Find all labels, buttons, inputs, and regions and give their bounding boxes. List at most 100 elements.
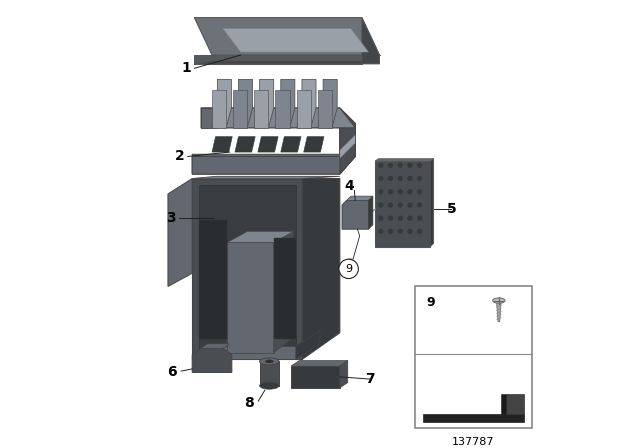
Polygon shape [192, 178, 302, 359]
Polygon shape [233, 79, 253, 128]
Polygon shape [340, 108, 355, 174]
Polygon shape [212, 90, 226, 128]
Polygon shape [201, 108, 355, 128]
Polygon shape [192, 108, 355, 174]
Circle shape [378, 202, 383, 207]
Circle shape [407, 202, 413, 207]
Text: 8: 8 [244, 396, 254, 410]
Polygon shape [281, 137, 301, 152]
Circle shape [388, 163, 393, 168]
Circle shape [417, 176, 422, 181]
Polygon shape [201, 344, 230, 348]
Polygon shape [296, 90, 311, 128]
Circle shape [397, 163, 403, 168]
Ellipse shape [493, 298, 505, 303]
Ellipse shape [260, 358, 279, 365]
Bar [415, 286, 532, 427]
Circle shape [407, 229, 413, 234]
Text: 2: 2 [175, 150, 184, 164]
Circle shape [397, 202, 403, 207]
Circle shape [388, 202, 393, 207]
Polygon shape [291, 361, 348, 366]
Text: 4: 4 [344, 179, 355, 193]
Polygon shape [235, 137, 255, 152]
Polygon shape [192, 177, 340, 178]
Polygon shape [227, 232, 294, 242]
Polygon shape [207, 346, 296, 359]
Polygon shape [500, 394, 506, 414]
Polygon shape [342, 201, 369, 229]
Ellipse shape [260, 382, 279, 389]
Polygon shape [199, 220, 227, 340]
Polygon shape [375, 161, 430, 247]
Polygon shape [192, 108, 355, 174]
Circle shape [417, 202, 422, 207]
Circle shape [378, 215, 383, 221]
Polygon shape [254, 90, 268, 128]
Polygon shape [340, 134, 355, 159]
Polygon shape [254, 79, 274, 128]
Circle shape [397, 189, 403, 194]
Circle shape [388, 176, 393, 181]
Circle shape [378, 189, 383, 194]
Circle shape [397, 229, 403, 234]
Polygon shape [195, 17, 380, 55]
Polygon shape [375, 159, 434, 161]
Polygon shape [506, 394, 524, 414]
Polygon shape [201, 108, 216, 128]
Circle shape [378, 163, 383, 168]
Text: 7: 7 [365, 372, 375, 386]
Polygon shape [340, 361, 348, 388]
Text: 1: 1 [182, 61, 191, 75]
Polygon shape [362, 17, 380, 64]
Circle shape [407, 189, 413, 194]
Circle shape [407, 163, 413, 168]
Circle shape [388, 229, 393, 234]
Polygon shape [212, 79, 232, 128]
Polygon shape [199, 185, 296, 353]
Circle shape [388, 215, 393, 221]
Circle shape [397, 215, 403, 221]
Polygon shape [195, 61, 380, 64]
Text: 9: 9 [345, 264, 352, 274]
Polygon shape [233, 90, 247, 128]
Polygon shape [291, 366, 340, 388]
Circle shape [417, 163, 422, 168]
Text: 3: 3 [166, 211, 175, 225]
Circle shape [417, 189, 422, 194]
Polygon shape [192, 348, 232, 372]
Polygon shape [296, 331, 320, 359]
Polygon shape [212, 137, 232, 152]
Text: 9: 9 [426, 296, 435, 309]
Polygon shape [274, 232, 294, 353]
Circle shape [378, 176, 383, 181]
Circle shape [417, 229, 422, 234]
Polygon shape [275, 79, 295, 128]
Polygon shape [346, 196, 373, 201]
Polygon shape [275, 90, 289, 128]
Polygon shape [223, 29, 369, 52]
Polygon shape [195, 55, 380, 64]
Text: 5: 5 [447, 202, 456, 216]
Circle shape [378, 229, 383, 234]
Ellipse shape [266, 360, 273, 363]
Polygon shape [422, 414, 524, 422]
Polygon shape [430, 159, 434, 247]
Polygon shape [304, 137, 324, 152]
Circle shape [407, 176, 413, 181]
Polygon shape [318, 90, 332, 128]
Polygon shape [296, 79, 316, 128]
Polygon shape [227, 242, 274, 353]
Circle shape [407, 215, 413, 221]
Polygon shape [302, 178, 340, 359]
Circle shape [388, 189, 393, 194]
Text: 137787: 137787 [452, 437, 495, 447]
Polygon shape [497, 303, 501, 322]
Circle shape [397, 176, 403, 181]
Circle shape [339, 259, 358, 279]
Polygon shape [274, 238, 296, 340]
Polygon shape [168, 178, 192, 286]
Polygon shape [260, 362, 279, 386]
Polygon shape [258, 137, 278, 152]
Polygon shape [369, 196, 373, 229]
